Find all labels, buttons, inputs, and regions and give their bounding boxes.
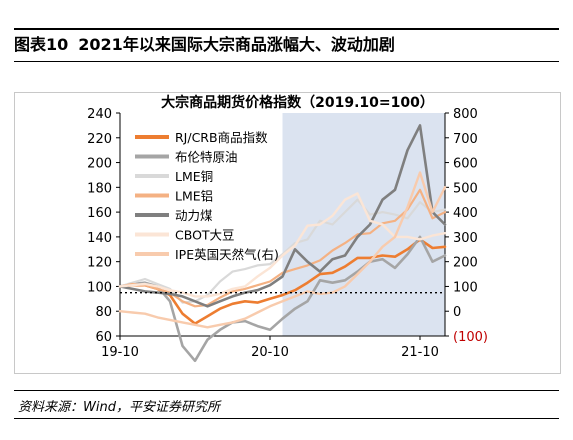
right-tick-label: 500: [453, 181, 478, 196]
legend-label: 布伦特原油: [175, 150, 238, 165]
x-tick-label: 21-10: [401, 345, 439, 360]
figure-label: 图表10: [14, 35, 69, 54]
legend-label: CBOT大豆: [175, 228, 235, 243]
right-tick-label: 400: [453, 206, 478, 221]
chart-title: 大宗商品期货价格指数（2019.10=100）: [161, 94, 434, 111]
top-rule-thick: [14, 28, 559, 30]
legend-label: IPE英国天然气(右): [175, 247, 279, 262]
right-tick-label: 200: [453, 256, 478, 271]
series-line: [118, 192, 447, 298]
left-tick-label: 180: [87, 181, 112, 196]
x-tick-label: 20-10: [251, 345, 289, 360]
source-rule-bottom: [14, 418, 559, 419]
x-tick-label: 19-10: [101, 345, 139, 360]
title-rule: [14, 61, 559, 62]
left-tick-label: 120: [87, 256, 112, 271]
legend-label: LME铜: [175, 169, 213, 184]
legend-label: RJ/CRB商品指数: [175, 130, 268, 145]
left-tick-label: 80: [95, 305, 112, 320]
chart-frame: 60 80 100 120 140 160 180 200 220 240 (100) 0 100 200…: [14, 92, 561, 374]
left-tick-label: 140: [87, 231, 112, 246]
right-tick-label: 0: [453, 305, 461, 320]
legend-label: 动力煤: [175, 208, 213, 223]
left-tick-label: 100: [87, 280, 112, 295]
right-tick-label: 300: [453, 231, 478, 246]
left-tick-label: 160: [87, 206, 112, 221]
legend-label: LME铝: [175, 189, 213, 204]
source-note: 资料来源：Wind，平安证券研究所: [18, 400, 220, 415]
left-tick-label: 200: [87, 157, 112, 172]
figure-caption: 2021年以来国际大宗商品涨幅大、波动加剧: [78, 35, 395, 54]
series-line: [118, 124, 447, 308]
series-line: [118, 171, 447, 329]
figure-title: 图表10 2021年以来国际大宗商品涨幅大、波动加剧: [14, 30, 559, 60]
right-tick-label: 700: [453, 132, 478, 147]
right-tick-label: 800: [453, 107, 478, 122]
right-tick-label: 600: [453, 157, 478, 172]
source-rule-top: [14, 390, 559, 391]
left-tick-label: 240: [87, 107, 112, 122]
right-tick-label: (100): [453, 330, 488, 345]
commodity-price-chart: 60 80 100 120 140 160 180 200 220 240 (100) 0 100 200…: [87, 94, 488, 363]
left-tick-label: 220: [87, 132, 112, 147]
right-tick-label: 100: [453, 280, 478, 295]
series-line: [118, 235, 447, 363]
series-line: [118, 238, 447, 325]
left-tick-label: 60: [95, 330, 112, 345]
